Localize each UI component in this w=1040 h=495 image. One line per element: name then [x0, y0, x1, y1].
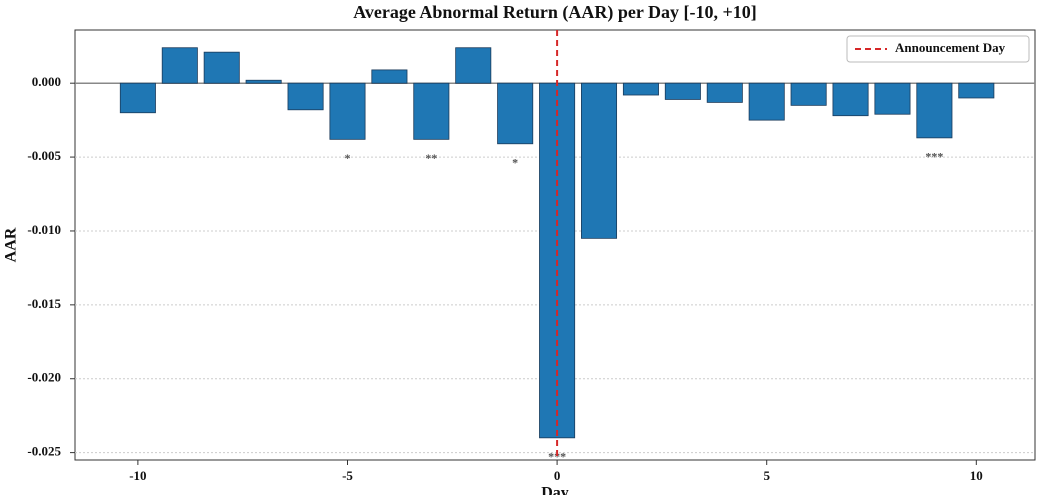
- significance-label: **: [425, 151, 437, 165]
- chart-title: Average Abnormal Return (AAR) per Day [-…: [353, 2, 757, 23]
- bar: [413, 82, 450, 140]
- bar: [790, 82, 827, 106]
- x-tick-label: -10: [129, 468, 146, 483]
- significance-label: *: [512, 156, 518, 170]
- y-tick-label: -0.005: [27, 148, 61, 163]
- y-axis-label: AAR: [3, 227, 20, 262]
- legend-box: [846, 35, 1030, 63]
- significance-label: ***: [925, 150, 943, 164]
- significance-label: *: [344, 151, 350, 165]
- x-axis-label: Day: [541, 485, 569, 495]
- bar: [706, 82, 743, 103]
- bar: [622, 82, 659, 96]
- bar: [664, 82, 701, 100]
- x-tick-label: 10: [970, 468, 983, 483]
- bar: [287, 82, 324, 111]
- bar: [874, 82, 911, 115]
- x-tick-label: -5: [342, 468, 353, 483]
- significance-label: ***: [548, 450, 566, 464]
- bar: [455, 47, 492, 84]
- bar: [916, 82, 953, 139]
- bar: [832, 82, 869, 117]
- bar: [203, 51, 240, 84]
- bar: [581, 82, 618, 239]
- bar: [245, 79, 282, 84]
- x-tick-label: 0: [554, 468, 561, 483]
- y-tick-label: -0.025: [27, 444, 61, 459]
- bar: [748, 82, 785, 121]
- bar: [371, 69, 408, 84]
- x-tick-label: 5: [763, 468, 770, 483]
- bar: [497, 82, 534, 145]
- legend-label: Announcement Day: [895, 40, 1006, 55]
- bar: [958, 82, 995, 99]
- y-tick-label: -0.020: [27, 370, 61, 385]
- y-tick-label: 0.000: [32, 74, 61, 89]
- bar: [161, 47, 198, 84]
- y-tick-label: -0.010: [27, 222, 61, 237]
- bar: [119, 82, 156, 114]
- y-tick-label: -0.015: [27, 296, 61, 311]
- bar: [329, 82, 366, 140]
